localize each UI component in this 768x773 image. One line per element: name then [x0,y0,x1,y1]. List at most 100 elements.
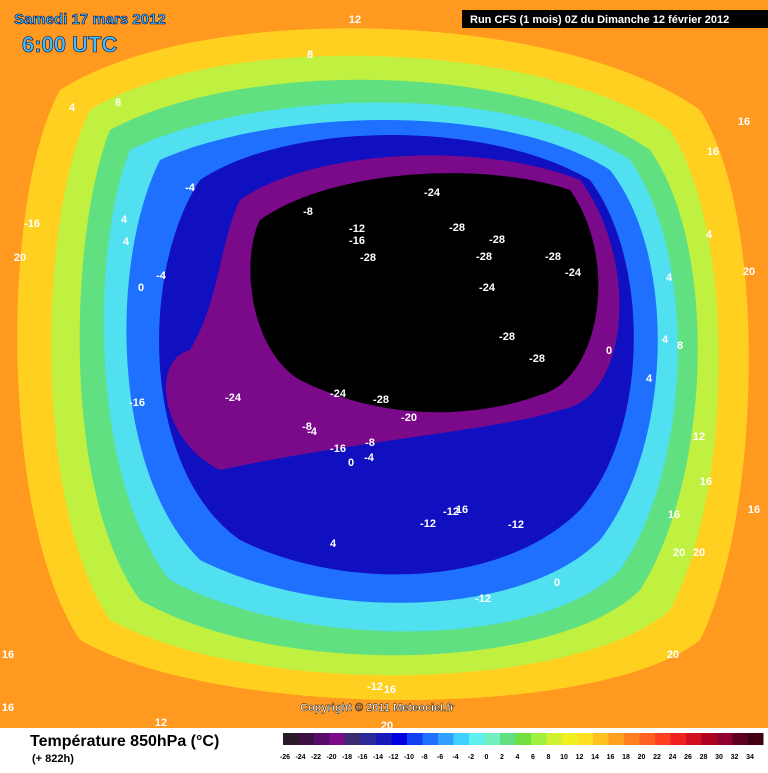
contour-label: -4 [307,426,318,438]
contour-label: -28 [360,252,376,264]
contour-label: 16 [384,684,396,696]
contour-label: -8 [365,437,375,449]
legend-label: 6 [531,754,535,761]
legend-label: 26 [684,754,692,761]
legend-swatch [732,733,748,745]
zone [250,173,599,413]
legend-swatch [717,733,733,745]
contour-label: 20 [673,547,685,559]
legend-label: 14 [591,754,599,761]
legend-label: 20 [638,754,646,761]
contour-label: 0 [606,345,612,357]
contour-label: -24 [479,282,496,294]
contour-label: 12 [693,431,705,443]
legend-swatch [562,733,578,745]
legend-swatch [577,733,593,745]
legend-label: -10 [404,754,414,761]
run-text: Run CFS (1 mois) 0Z du Dimanche 12 févri… [470,14,729,26]
legend-label: -18 [342,754,352,761]
contour-label: -4 [185,182,196,194]
time: 6:00 UTC [22,32,117,57]
legend-label: -4 [452,754,458,761]
legend-swatch [360,733,376,745]
legend-swatch [655,733,671,745]
contour-label: 20 [743,266,755,278]
legend-swatch [391,733,407,745]
contour-label: -16 [129,397,145,409]
legend-swatch [422,733,438,745]
legend-label: 28 [700,754,708,761]
legend-swatch [469,733,485,745]
legend-swatch [748,733,764,745]
legend-label: -14 [373,754,383,761]
contour-label: 12 [349,14,361,26]
contour-label: 20 [693,547,705,559]
contour-label: 16 [748,504,760,516]
legend-swatch [531,733,547,745]
contour-label: -16 [24,218,40,230]
date: Samedi 17 mars 2012 [14,11,166,28]
legend-label: -22 [311,754,321,761]
contour-label: -28 [489,234,505,246]
contour-label: -8 [303,206,313,218]
contour-label: 16 [2,649,14,661]
copyright: Copyright © 2011 Meteociel.fr [300,702,455,714]
legend-label: 24 [669,754,677,761]
contour-label: 4 [69,102,76,114]
legend-label: -8 [421,754,427,761]
legend-swatch [298,733,314,745]
contour-label: -20 [401,412,417,424]
contour-label: -28 [529,353,545,365]
contour-label: -24 [565,267,582,279]
legend-swatch [283,733,299,745]
legend-swatch [407,733,423,745]
legend-swatch [376,733,392,745]
contour-label: -12 [420,518,436,530]
legend-swatch [624,733,640,745]
run-box [462,10,768,28]
contour-label: 16 [668,509,680,521]
legend-label: 30 [715,754,723,761]
legend-label: 8 [547,754,551,761]
contour-label: 16 [2,702,14,714]
legend-swatch [608,733,624,745]
legend-swatch [500,733,516,745]
legend-label: -26 [280,754,290,761]
contour-label: -8 [302,421,312,433]
legend-label: 2 [500,754,504,761]
legend-label: 32 [731,754,739,761]
legend-label: 16 [607,754,615,761]
contour-label: 4 [646,373,653,385]
contour-label: -12 [443,506,459,518]
legend-swatch [701,733,717,745]
legend-swatch [438,733,454,745]
legend-label: -12 [388,754,398,761]
legend-swatch [593,733,609,745]
contour-label: -4 [156,270,167,282]
contour-label: 20 [381,720,393,732]
contour-label: 20 [667,649,679,661]
contour-label: 4 [330,538,337,550]
legend-swatch [670,733,686,745]
legend-label: -2 [468,754,474,761]
contour-label: 16 [456,504,468,516]
legend-swatch [686,733,702,745]
contour-label: 4 [123,236,130,248]
contour-label: -28 [499,331,515,343]
contour-label: 8 [677,340,683,352]
legend-label: -6 [437,754,443,761]
contour-label: -24 [330,388,347,400]
contour-label: -28 [373,394,389,406]
contour-label: 20 [14,252,26,264]
legend-swatch [453,733,469,745]
contour-label: -28 [476,251,492,263]
contour-label: 0 [348,457,354,469]
contour-label: 0 [554,577,560,589]
contour-label: -12 [349,223,365,235]
contour-label: 4 [706,229,713,241]
legend-swatch [329,733,345,745]
contour-label: 0 [138,282,144,294]
contour-label: -28 [449,222,465,234]
